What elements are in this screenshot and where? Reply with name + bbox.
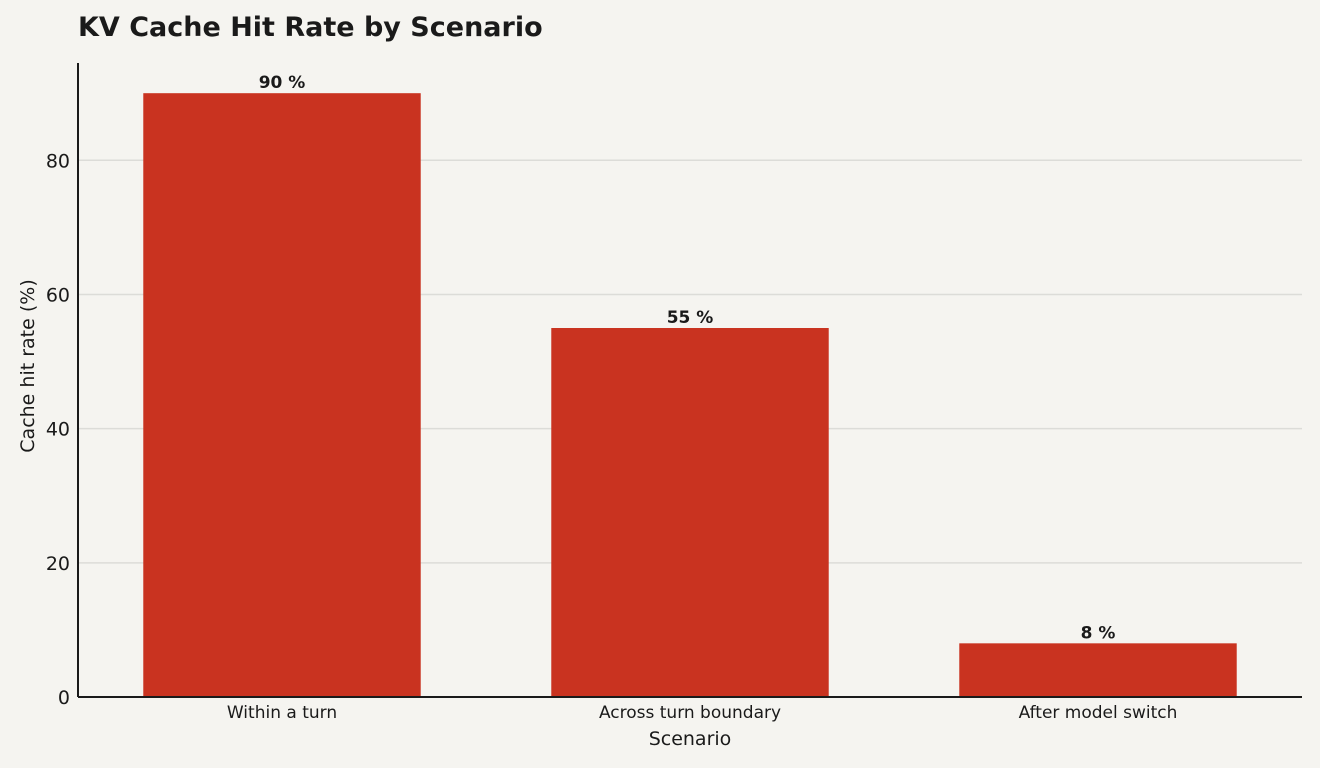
x-tick-layer: Within a turn Across turn boundary After m… [227,703,1178,723]
y-tick-label: 60 [46,284,70,306]
y-axis-title: Cache hit rate (%) [17,279,39,452]
data-label: 90 % [259,73,306,93]
bar [959,643,1237,697]
axis-layer [77,63,1302,698]
chart-title: KV Cache Hit Rate by Scenario [78,12,543,43]
bar [551,328,829,697]
y-tick-label: 80 [46,150,70,172]
x-axis-title: Scenario [649,728,732,750]
data-label: 55 % [667,308,714,328]
x-tick-label: Across turn boundary [599,703,781,723]
data-label: 8 % [1081,623,1116,643]
x-tick-label: Within a turn [227,703,337,723]
y-tick-label: 20 [46,553,70,575]
y-tick-label: 40 [46,419,70,441]
bar-layer [143,93,1237,697]
bar [143,93,421,697]
x-tick-label: After model switch [1019,703,1178,723]
y-tick-layer: 0 20 40 60 80 [46,150,70,709]
value-label-layer: 90 % 55 % 8 % [259,73,1116,643]
y-tick-label: 0 [58,687,70,709]
